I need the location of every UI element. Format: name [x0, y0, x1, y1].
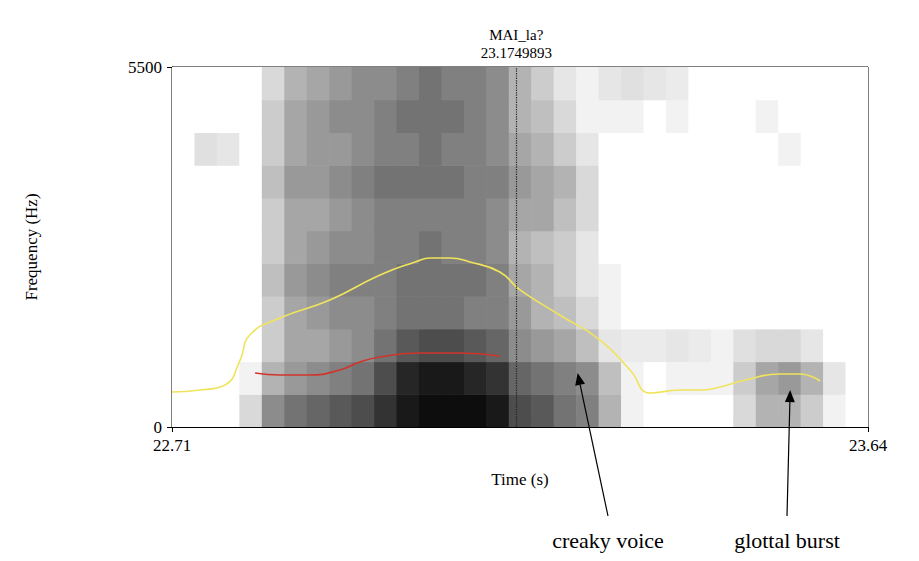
svg-text:MAI_la?: MAI_la? — [489, 27, 543, 43]
svg-text:22.71: 22.71 — [153, 436, 191, 455]
svg-text:Frequency (Hz): Frequency (Hz) — [22, 193, 41, 300]
svg-text:23.1749893: 23.1749893 — [481, 45, 552, 61]
svg-text:creaky voice: creaky voice — [552, 528, 664, 553]
svg-text:5500: 5500 — [128, 58, 162, 77]
svg-text:Time (s): Time (s) — [491, 470, 548, 489]
svg-text:0: 0 — [154, 418, 163, 437]
svg-text:glottal burst: glottal burst — [734, 528, 840, 553]
svg-text:23.64: 23.64 — [849, 436, 888, 455]
